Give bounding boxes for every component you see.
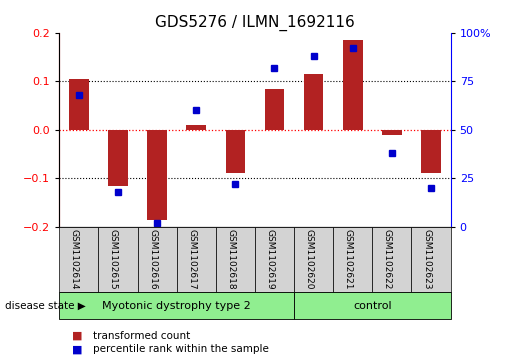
Bar <box>216 227 255 292</box>
Text: GSM1102619: GSM1102619 <box>266 229 274 289</box>
Bar <box>382 130 402 135</box>
Bar <box>265 89 284 130</box>
Bar <box>147 130 167 220</box>
Bar <box>333 227 372 292</box>
Bar <box>294 292 451 319</box>
Bar <box>108 130 128 185</box>
Bar <box>421 130 441 174</box>
Text: disease state ▶: disease state ▶ <box>5 301 86 311</box>
Text: GSM1102623: GSM1102623 <box>422 229 431 289</box>
Bar <box>186 125 206 130</box>
Bar <box>343 40 363 130</box>
Text: ■: ■ <box>72 331 82 341</box>
Text: Myotonic dystrophy type 2: Myotonic dystrophy type 2 <box>102 301 251 311</box>
Text: control: control <box>353 301 392 311</box>
Text: percentile rank within the sample: percentile rank within the sample <box>93 344 269 354</box>
Bar <box>255 227 294 292</box>
Bar <box>69 79 89 130</box>
Bar <box>177 227 216 292</box>
Text: GSM1102614: GSM1102614 <box>70 229 79 289</box>
Text: GSM1102622: GSM1102622 <box>383 229 392 289</box>
Text: GSM1102621: GSM1102621 <box>344 229 353 289</box>
Text: GSM1102620: GSM1102620 <box>305 229 314 289</box>
Text: GSM1102615: GSM1102615 <box>109 229 118 289</box>
Text: GSM1102616: GSM1102616 <box>148 229 157 289</box>
Title: GDS5276 / ILMN_1692116: GDS5276 / ILMN_1692116 <box>155 15 355 31</box>
Bar <box>226 130 245 174</box>
Text: GSM1102617: GSM1102617 <box>187 229 196 289</box>
Bar <box>294 227 333 292</box>
Text: transformed count: transformed count <box>93 331 190 341</box>
Bar <box>138 227 177 292</box>
Bar <box>59 227 98 292</box>
Text: ■: ■ <box>72 344 82 354</box>
Bar <box>411 227 451 292</box>
Bar <box>304 74 323 130</box>
Text: GSM1102618: GSM1102618 <box>227 229 235 289</box>
Bar <box>59 292 294 319</box>
Bar <box>98 227 138 292</box>
Bar <box>372 227 411 292</box>
